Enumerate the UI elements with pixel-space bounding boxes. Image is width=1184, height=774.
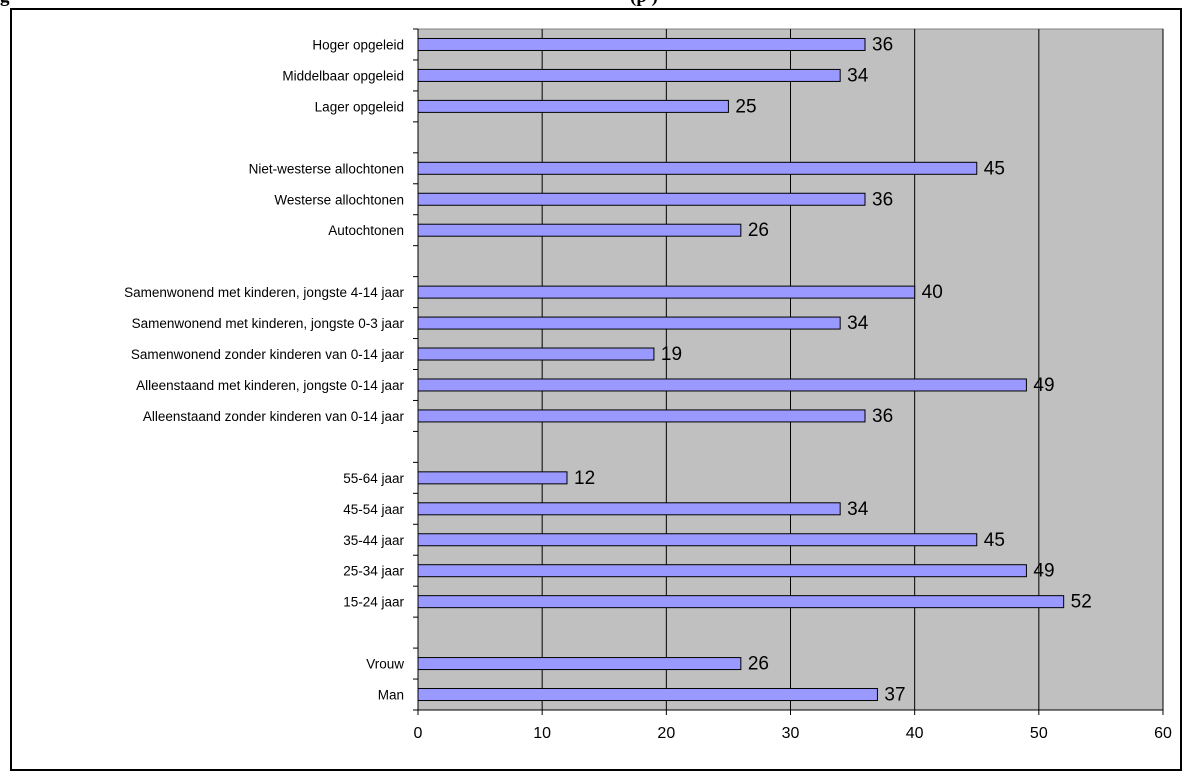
data-label: 34	[847, 65, 869, 86]
data-label: 36	[872, 34, 893, 55]
data-label: 40	[922, 282, 943, 303]
category-label: Hoger opgeleid	[312, 37, 404, 52]
data-label: 34	[847, 499, 869, 520]
category-label: Westerse allochtonen	[274, 192, 404, 207]
chart-title-right: (p )	[630, 0, 658, 8]
data-label: 25	[735, 96, 756, 117]
x-tick-label: 30	[782, 725, 800, 742]
data-label: 52	[1071, 592, 1092, 613]
category-label: Alleenstaand zonder kinderen van 0-14 ja…	[143, 409, 405, 424]
title-strip: g (p )	[0, 0, 1184, 8]
category-label: Middelbaar opgeleid	[282, 68, 404, 83]
bar	[417, 595, 1065, 609]
bar	[417, 533, 978, 547]
bar	[417, 223, 742, 237]
data-label: 12	[574, 468, 595, 489]
bar	[417, 285, 916, 299]
bar	[417, 68, 841, 82]
category-label: Samenwonend met kinderen, jongste 0-3 ja…	[132, 316, 405, 331]
bar	[417, 409, 866, 423]
chart-title-left: g	[0, 0, 10, 8]
category-label: 45-54 jaar	[343, 502, 404, 517]
category-label: Samenwonend zonder kinderen van 0-14 jaa…	[131, 347, 405, 362]
data-label: 34	[847, 313, 869, 334]
data-label: 37	[884, 685, 905, 706]
x-tick-label: 40	[906, 725, 924, 742]
bar	[417, 502, 841, 516]
data-label: 26	[748, 220, 769, 241]
category-label: Autochtonen	[328, 223, 404, 238]
category-label: 15-24 jaar	[343, 595, 404, 610]
data-label: 49	[1033, 375, 1054, 396]
bar	[417, 37, 866, 51]
category-label: Man	[378, 688, 404, 703]
category-label: Samenwonend met kinderen, jongste 4-14 j…	[124, 285, 404, 300]
x-tick-label: 60	[1154, 725, 1172, 742]
category-label: Lager opgeleid	[315, 99, 404, 114]
category-label: 55-64 jaar	[343, 471, 404, 486]
category-label: 25-34 jaar	[343, 564, 404, 579]
labels: 0 10 20 30 40 50 60 Hoger opgeleid 36 Middelbaar …	[124, 34, 1172, 742]
x-tick-label: 20	[657, 725, 675, 742]
data-label: 19	[661, 344, 682, 365]
x-tick-label: 10	[533, 725, 551, 742]
data-label: 36	[872, 189, 893, 210]
category-label: Vrouw	[366, 657, 404, 672]
bar	[417, 564, 1027, 578]
bar-chart: 0 10 20 30 40 50 60 Hoger opgeleid 36 Middelbaar …	[124, 28, 1172, 742]
bar	[417, 316, 841, 330]
data-label: 45	[984, 530, 1005, 551]
bar	[417, 192, 866, 206]
chart-frame: 0 10 20 30 40 50 60 Hoger opgeleid 36 Middelbaar …	[10, 8, 1182, 771]
bar	[417, 688, 878, 702]
data-label: 36	[872, 406, 893, 427]
bar	[417, 378, 1027, 392]
bar	[417, 99, 729, 113]
bar	[417, 657, 742, 671]
bar	[417, 161, 978, 175]
axes	[413, 28, 1164, 715]
x-tick-label: 50	[1030, 725, 1048, 742]
data-label: 49	[1033, 561, 1054, 582]
bars	[417, 37, 1065, 702]
bar	[417, 347, 655, 361]
category-label: 35-44 jaar	[343, 533, 404, 548]
category-label: Niet-westerse allochtonen	[249, 161, 404, 176]
x-tick-label: 0	[414, 725, 423, 742]
category-label: Alleenstaand met kinderen, jongste 0-14 …	[136, 378, 404, 393]
data-label: 45	[984, 158, 1005, 179]
data-label: 26	[748, 654, 769, 675]
bar	[417, 471, 568, 485]
